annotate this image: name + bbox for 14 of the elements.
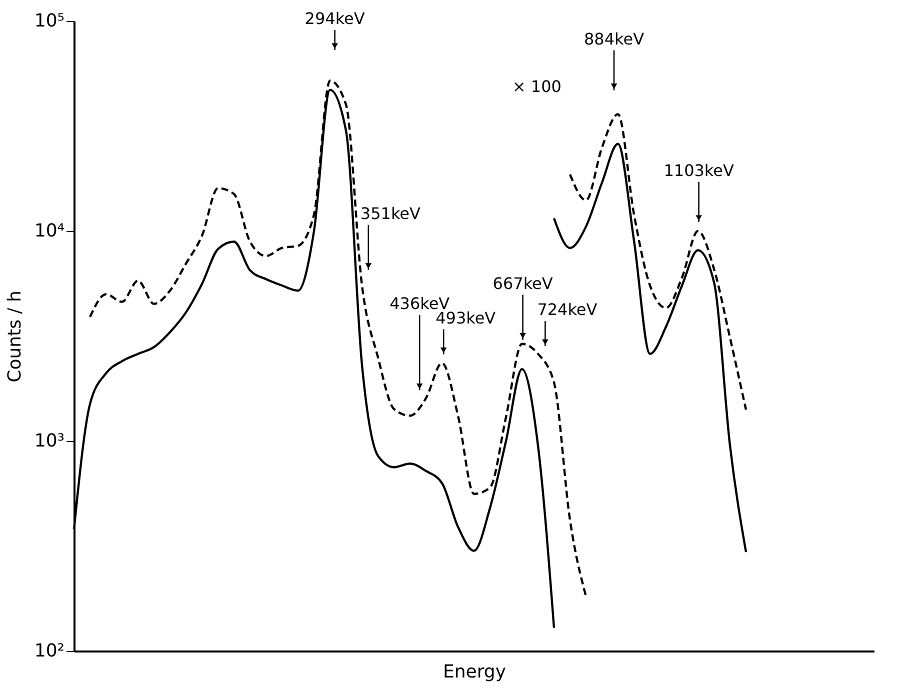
annotation: 493keV <box>436 308 496 328</box>
annotation: 724keV <box>537 300 598 320</box>
y-tick-label: 10⁵ <box>34 10 64 32</box>
annotation: 1103keV <box>664 160 734 180</box>
annotation: 667keV <box>492 274 553 293</box>
annotation: 294keV <box>304 8 365 28</box>
y-tick-label: 10⁴ <box>34 220 64 242</box>
x-axis-title: Energy <box>442 662 506 682</box>
y-tick-label: 10³ <box>34 430 64 452</box>
annotation: × 100 <box>512 77 562 96</box>
y-axis-title: Counts / h <box>4 290 26 382</box>
y-tick-label: 10² <box>34 640 64 662</box>
annotation: 351keV <box>360 204 420 223</box>
annotation: 884keV <box>584 29 644 48</box>
